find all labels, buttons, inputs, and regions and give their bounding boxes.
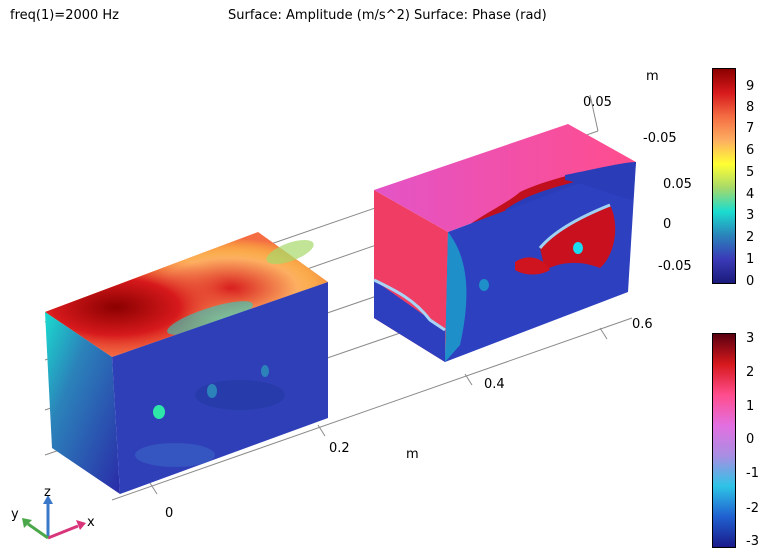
amplitude-tick: 9 [746,79,755,94]
hole-4 [479,279,489,291]
z-axis-unit: m [646,69,659,84]
x-ticks [149,327,608,495]
hole-1 [153,405,165,419]
frequency-label: freq(1)=2000 Hz [10,8,120,23]
amplitude-tick: 2 [746,230,755,245]
hole-5 [573,242,583,254]
axis-triad: z x y [11,485,95,540]
phase-tick: 2 [746,365,755,380]
z-tick-label: -0.05 [643,131,677,146]
hole-2 [207,384,217,398]
amplitude-colorbar [712,68,736,284]
phase-tick: 0 [746,432,755,447]
plot-title: Surface: Amplitude (m/s^2) Surface: Phas… [228,8,547,23]
hole-3 [261,365,269,377]
z-tick-label: 0.05 [663,177,692,192]
z-tick-label: 0.05 [583,95,612,110]
amplitude-tick: 1 [746,252,755,267]
z-tick-labels: 0.05 -0.05 0.05 0 -0.05 [583,95,692,274]
amplitude-tick: 6 [746,143,755,158]
x-tick-label: 0 [165,506,173,521]
phase-tick: -3 [746,534,759,549]
z-tick-label: -0.05 [658,259,692,274]
phase-tick: 3 [746,331,755,346]
triad-x-label: x [87,515,95,530]
x-axis-unit: m [406,447,419,462]
x-tick-label: 0.6 [632,317,653,332]
x-tick-label: 0.4 [484,377,505,392]
phase-tick: -2 [746,501,759,516]
z-tick-label: 0 [663,217,671,232]
triad-z-label: z [44,485,51,500]
amplitude-box [45,232,328,494]
amplitude-tick: 3 [746,208,755,223]
amplitude-left-face [45,312,120,494]
x-tick-labels: 0 0.2 0.4 0.6 [165,317,653,521]
phase-top-face [374,124,636,232]
amplitude-tick: 4 [746,187,755,202]
amplitude-tick: 7 [746,121,755,136]
x-tick-label: 0.2 [329,441,350,456]
amplitude-tick: 8 [746,100,755,115]
phase-box [373,124,636,362]
phase-tick: 1 [746,399,755,414]
phase-colorbar [712,333,736,548]
phase-tick: -1 [746,466,759,481]
triad-y-label: y [11,507,19,522]
amplitude-tick: 5 [746,165,755,180]
amplitude-tick: 0 [746,274,755,289]
